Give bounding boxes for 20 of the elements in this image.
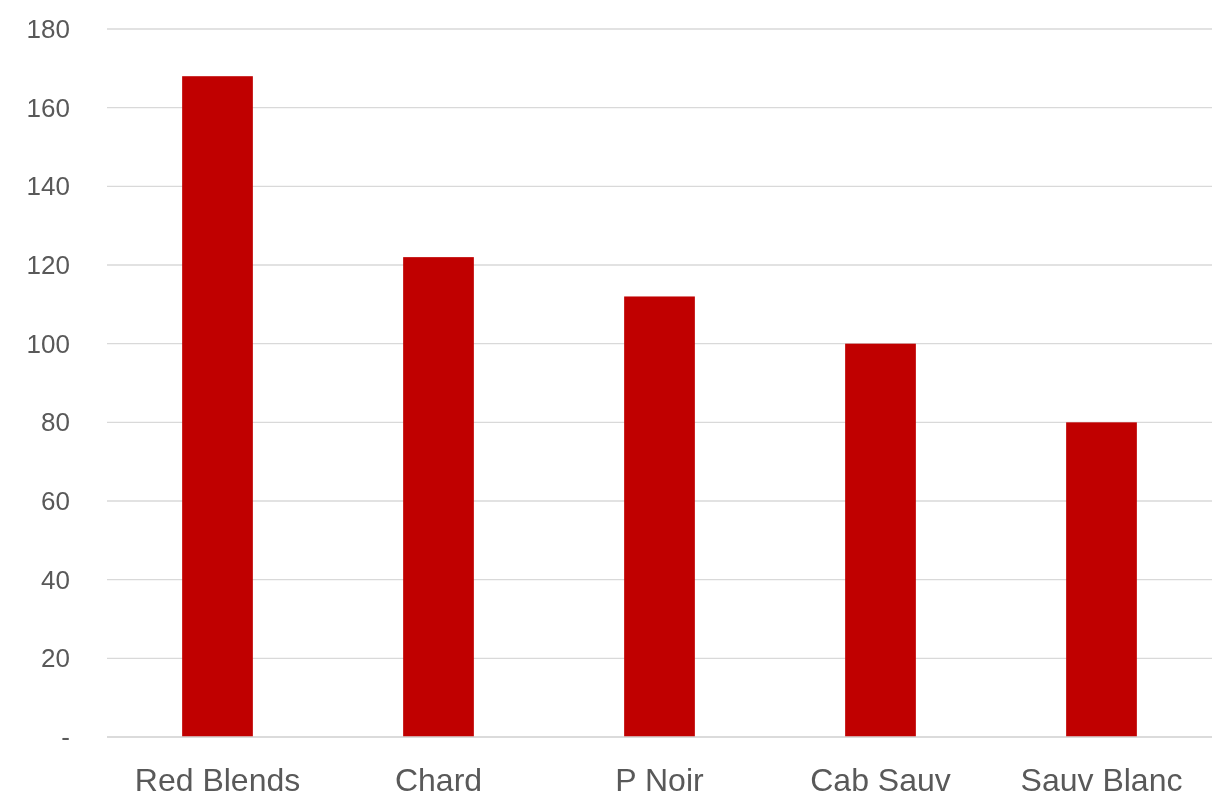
y-tick-label: 40 [41, 564, 70, 595]
bar [1066, 422, 1137, 737]
bar [403, 257, 474, 737]
bar [624, 296, 695, 737]
y-tick-label: 180 [26, 14, 70, 45]
x-tick-label: P Noir [615, 762, 705, 796]
y-tick-label: 60 [41, 486, 70, 517]
y-tick-label: - [61, 722, 70, 753]
y-tick-label: 100 [26, 328, 70, 359]
bar [182, 76, 253, 737]
x-tick-label: Cab Sauv [810, 762, 951, 796]
y-tick-label: 160 [26, 92, 70, 123]
bar [845, 343, 916, 737]
x-tick-label: Sauv Blanc [1020, 762, 1183, 796]
x-tick-label: Red Blends [134, 762, 301, 796]
y-tick-label: 140 [26, 171, 70, 202]
x-tick-label: Chard [394, 762, 483, 796]
y-tick-label: 20 [41, 643, 70, 674]
y-tick-label: 120 [26, 250, 70, 281]
y-tick-label: 80 [41, 407, 70, 438]
